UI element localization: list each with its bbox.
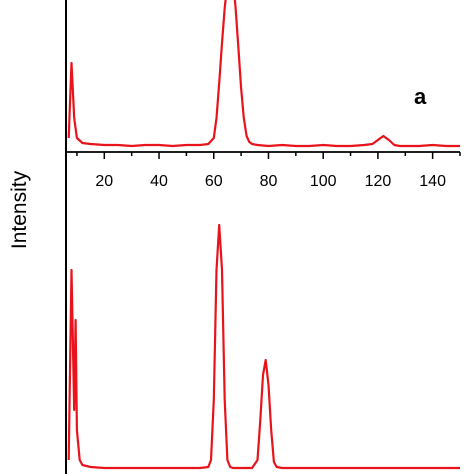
y-axis-label: Intensity: [8, 170, 31, 250]
series-line-panel-b: [67, 223, 460, 470]
x-tick-label: 80: [260, 173, 278, 190]
series-line-panel-a: [67, 0, 460, 148]
y-axis-label-wrap: Intensity: [0, 150, 40, 270]
x-tick-label: 140: [419, 173, 446, 190]
panel-label-a: a: [414, 84, 427, 109]
x-ticks-panel-a: [76, 152, 461, 159]
x-tick-label: 20: [95, 173, 113, 190]
x-tick-label: 40: [150, 173, 168, 190]
x-tick-labels-panel-a: 20 40 60 80 100 120 140: [95, 173, 446, 190]
x-tick-label: 100: [310, 173, 337, 190]
x-tick-label: 60: [205, 173, 223, 190]
x-tick-label: 120: [365, 173, 392, 190]
